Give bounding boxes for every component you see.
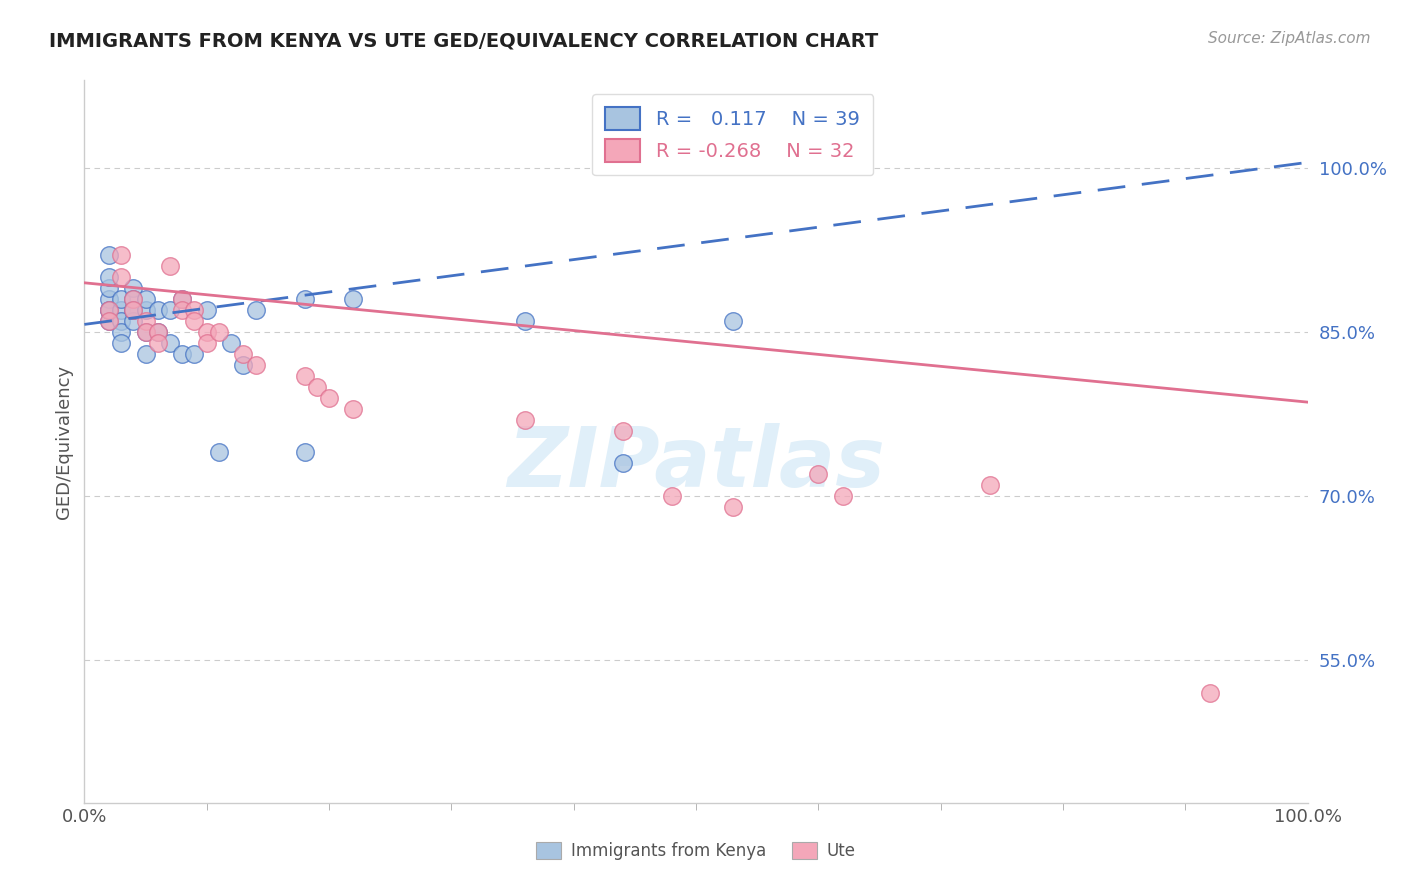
Point	[195, 325, 218, 339]
Point	[97, 314, 120, 328]
Point	[305, 380, 328, 394]
Point	[97, 314, 120, 328]
Point	[294, 368, 316, 383]
Point	[208, 445, 231, 459]
Point	[135, 347, 157, 361]
Point	[159, 260, 181, 274]
Point	[183, 347, 205, 361]
Point	[110, 336, 132, 351]
Point	[122, 292, 145, 306]
Point	[122, 292, 145, 306]
Point	[122, 303, 145, 318]
Point	[159, 303, 181, 318]
Point	[219, 336, 242, 351]
Point	[122, 314, 145, 328]
Point	[661, 489, 683, 503]
Point	[612, 424, 634, 438]
Point	[208, 325, 231, 339]
Point	[172, 292, 194, 306]
Point	[195, 303, 218, 318]
Point	[97, 292, 120, 306]
Text: IMMIGRANTS FROM KENYA VS UTE GED/EQUIVALENCY CORRELATION CHART: IMMIGRANTS FROM KENYA VS UTE GED/EQUIVAL…	[49, 31, 879, 50]
Point	[122, 281, 145, 295]
Point	[232, 358, 254, 372]
Point	[294, 292, 316, 306]
Legend: Immigrants from Kenya, Ute: Immigrants from Kenya, Ute	[530, 835, 862, 867]
Point	[807, 467, 830, 482]
Text: Source: ZipAtlas.com: Source: ZipAtlas.com	[1208, 31, 1371, 46]
Y-axis label: GED/Equivalency: GED/Equivalency	[55, 365, 73, 518]
Point	[146, 336, 169, 351]
Point	[172, 303, 194, 318]
Point	[135, 314, 157, 328]
Point	[195, 336, 218, 351]
Point	[110, 303, 132, 318]
Point	[122, 303, 145, 318]
Point	[135, 292, 157, 306]
Point	[318, 391, 340, 405]
Point	[97, 303, 120, 318]
Point	[294, 445, 316, 459]
Point	[146, 303, 169, 318]
Point	[342, 401, 364, 416]
Point	[721, 314, 744, 328]
Point	[97, 281, 120, 295]
Point	[97, 303, 120, 318]
Point	[97, 303, 120, 318]
Point	[183, 314, 205, 328]
Point	[159, 336, 181, 351]
Point	[97, 248, 120, 262]
Point	[97, 270, 120, 285]
Point	[513, 314, 536, 328]
Point	[172, 347, 194, 361]
Text: ZIPatlas: ZIPatlas	[508, 423, 884, 504]
Point	[110, 314, 132, 328]
Point	[513, 412, 536, 426]
Point	[110, 270, 132, 285]
Point	[146, 325, 169, 339]
Point	[110, 248, 132, 262]
Point	[612, 457, 634, 471]
Point	[122, 303, 145, 318]
Point	[135, 325, 157, 339]
Point	[232, 347, 254, 361]
Point	[245, 303, 267, 318]
Point	[245, 358, 267, 372]
Point	[721, 500, 744, 515]
Point	[135, 325, 157, 339]
Point	[146, 325, 169, 339]
Point	[135, 303, 157, 318]
Point	[979, 478, 1001, 492]
Point	[172, 292, 194, 306]
Point	[110, 292, 132, 306]
Point	[1198, 686, 1220, 700]
Point	[183, 303, 205, 318]
Point	[831, 489, 853, 503]
Point	[342, 292, 364, 306]
Point	[110, 325, 132, 339]
